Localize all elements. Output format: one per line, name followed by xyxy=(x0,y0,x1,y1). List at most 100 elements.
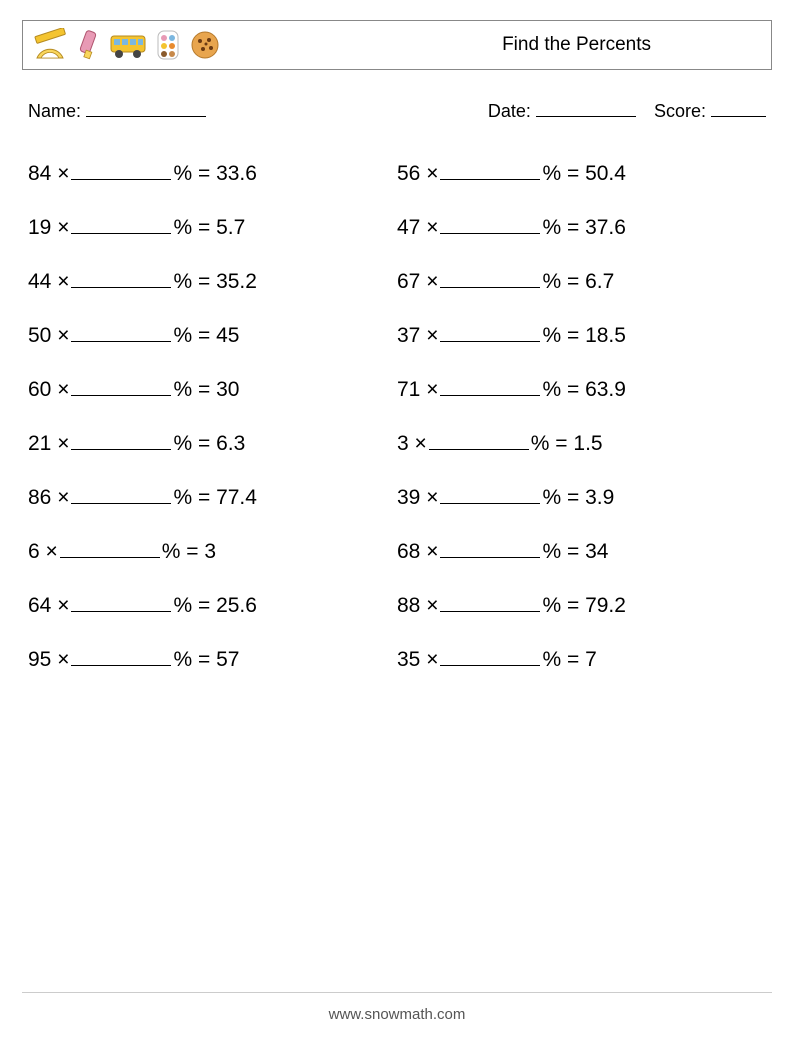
problem-cell: 21 × % = 6.3 xyxy=(28,428,397,456)
problem-cell: 35 × % = 7 xyxy=(397,644,766,672)
operand-a: 68 × xyxy=(397,540,438,564)
operand-a: 88 × xyxy=(397,594,438,618)
problem-row: 95 × % = 57 35 × % = 7 xyxy=(28,644,766,672)
footer-url: www.snowmath.com xyxy=(0,1006,794,1023)
answer-blank[interactable] xyxy=(429,428,529,450)
problem-row: 50 × % = 4537 × % = 18.5 xyxy=(28,320,766,348)
name-field: Name: xyxy=(28,98,488,122)
answer-blank[interactable] xyxy=(440,266,540,288)
score-blank[interactable] xyxy=(711,98,766,117)
percent-equals-result: % = 45 xyxy=(173,324,239,348)
percent-equals-result: % = 79.2 xyxy=(542,594,625,618)
answer-blank[interactable] xyxy=(71,644,171,666)
problem-row: 6 × % = 3 68 × % = 34 xyxy=(28,536,766,564)
answer-blank[interactable] xyxy=(71,590,171,612)
problem-cell: 3 × % = 1.5 xyxy=(397,428,766,456)
problem-cell: 64 × % = 25.6 xyxy=(28,590,397,618)
operand-a: 47 × xyxy=(397,216,438,240)
date-field: Date: xyxy=(488,98,636,122)
date-label: Date: xyxy=(488,101,531,121)
footer-divider xyxy=(22,992,772,993)
meta-row: Name: Date: Score: xyxy=(22,98,772,122)
operand-a: 95 × xyxy=(28,648,69,672)
operand-a: 50 × xyxy=(28,324,69,348)
problem-cell: 44 × % = 35.2 xyxy=(28,266,397,294)
percent-equals-result: % = 3.9 xyxy=(542,486,614,510)
problems-grid: 84 × % = 33.656 × % = 50.4 19 × % = 5.7 47… xyxy=(22,158,772,672)
protractor-ruler-icon xyxy=(33,28,67,62)
percent-equals-result: % = 7 xyxy=(542,648,596,672)
problem-cell: 50 × % = 45 xyxy=(28,320,397,348)
paint-palette-icon xyxy=(153,28,183,62)
problem-cell: 71 × % = 63.9 xyxy=(397,374,766,402)
name-blank[interactable] xyxy=(86,98,206,117)
page-title: Find the Percents xyxy=(502,34,651,56)
percent-equals-result: % = 3 xyxy=(162,540,216,564)
problem-cell: 84 × % = 33.6 xyxy=(28,158,397,186)
percent-equals-result: % = 33.6 xyxy=(173,162,256,186)
percent-equals-result: % = 50.4 xyxy=(542,162,625,186)
answer-blank[interactable] xyxy=(440,644,540,666)
percent-equals-result: % = 63.9 xyxy=(542,378,625,402)
operand-a: 6 × xyxy=(28,540,58,564)
operand-a: 35 × xyxy=(397,648,438,672)
problem-cell: 86 × % = 77.4 xyxy=(28,482,397,510)
operand-a: 60 × xyxy=(28,378,69,402)
name-label: Name: xyxy=(28,101,81,121)
score-label: Score: xyxy=(654,101,706,121)
header-icons xyxy=(33,28,221,62)
answer-blank[interactable] xyxy=(71,158,171,180)
problem-row: 60 × % = 3071 × % = 63.9 xyxy=(28,374,766,402)
operand-a: 67 × xyxy=(397,270,438,294)
answer-blank[interactable] xyxy=(71,212,171,234)
problem-row: 44 × % = 35.267 × % = 6.7 xyxy=(28,266,766,294)
operand-a: 71 × xyxy=(397,378,438,402)
percent-equals-result: % = 57 xyxy=(173,648,239,672)
problem-cell: 67 × % = 6.7 xyxy=(397,266,766,294)
cookie-icon xyxy=(189,29,221,61)
answer-blank[interactable] xyxy=(440,212,540,234)
operand-a: 86 × xyxy=(28,486,69,510)
header-box: Find the Percents xyxy=(22,20,772,70)
answer-blank[interactable] xyxy=(71,320,171,342)
problem-row: 86 × % = 77.439 × % = 3.9 xyxy=(28,482,766,510)
answer-blank[interactable] xyxy=(60,536,160,558)
answer-blank[interactable] xyxy=(440,590,540,612)
operand-a: 3 × xyxy=(397,432,427,456)
date-blank[interactable] xyxy=(536,98,636,117)
answer-blank[interactable] xyxy=(71,374,171,396)
operand-a: 44 × xyxy=(28,270,69,294)
percent-equals-result: % = 35.2 xyxy=(173,270,256,294)
operand-a: 64 × xyxy=(28,594,69,618)
problem-cell: 56 × % = 50.4 xyxy=(397,158,766,186)
answer-blank[interactable] xyxy=(440,158,540,180)
problem-cell: 88 × % = 79.2 xyxy=(397,590,766,618)
problem-row: 64 × % = 25.688 × % = 79.2 xyxy=(28,590,766,618)
problem-row: 21 × % = 6.33 × % = 1.5 xyxy=(28,428,766,456)
operand-a: 56 × xyxy=(397,162,438,186)
percent-equals-result: % = 1.5 xyxy=(531,432,603,456)
answer-blank[interactable] xyxy=(71,428,171,450)
answer-blank[interactable] xyxy=(71,266,171,288)
operand-a: 19 × xyxy=(28,216,69,240)
operand-a: 21 × xyxy=(28,432,69,456)
problem-cell: 37 × % = 18.5 xyxy=(397,320,766,348)
percent-equals-result: % = 18.5 xyxy=(542,324,625,348)
answer-blank[interactable] xyxy=(440,536,540,558)
answer-blank[interactable] xyxy=(440,482,540,504)
percent-equals-result: % = 34 xyxy=(542,540,608,564)
percent-equals-result: % = 6.3 xyxy=(173,432,245,456)
marker-icon xyxy=(73,28,103,62)
percent-equals-result: % = 6.7 xyxy=(542,270,614,294)
problem-cell: 39 × % = 3.9 xyxy=(397,482,766,510)
answer-blank[interactable] xyxy=(440,320,540,342)
operand-a: 39 × xyxy=(397,486,438,510)
problem-row: 84 × % = 33.656 × % = 50.4 xyxy=(28,158,766,186)
problem-row: 19 × % = 5.747 × % = 37.6 xyxy=(28,212,766,240)
answer-blank[interactable] xyxy=(71,482,171,504)
percent-equals-result: % = 5.7 xyxy=(173,216,245,240)
answer-blank[interactable] xyxy=(440,374,540,396)
percent-equals-result: % = 77.4 xyxy=(173,486,256,510)
operand-a: 37 × xyxy=(397,324,438,348)
worksheet-page: Find the Percents Name: Date: Score: 84 … xyxy=(0,0,794,1053)
